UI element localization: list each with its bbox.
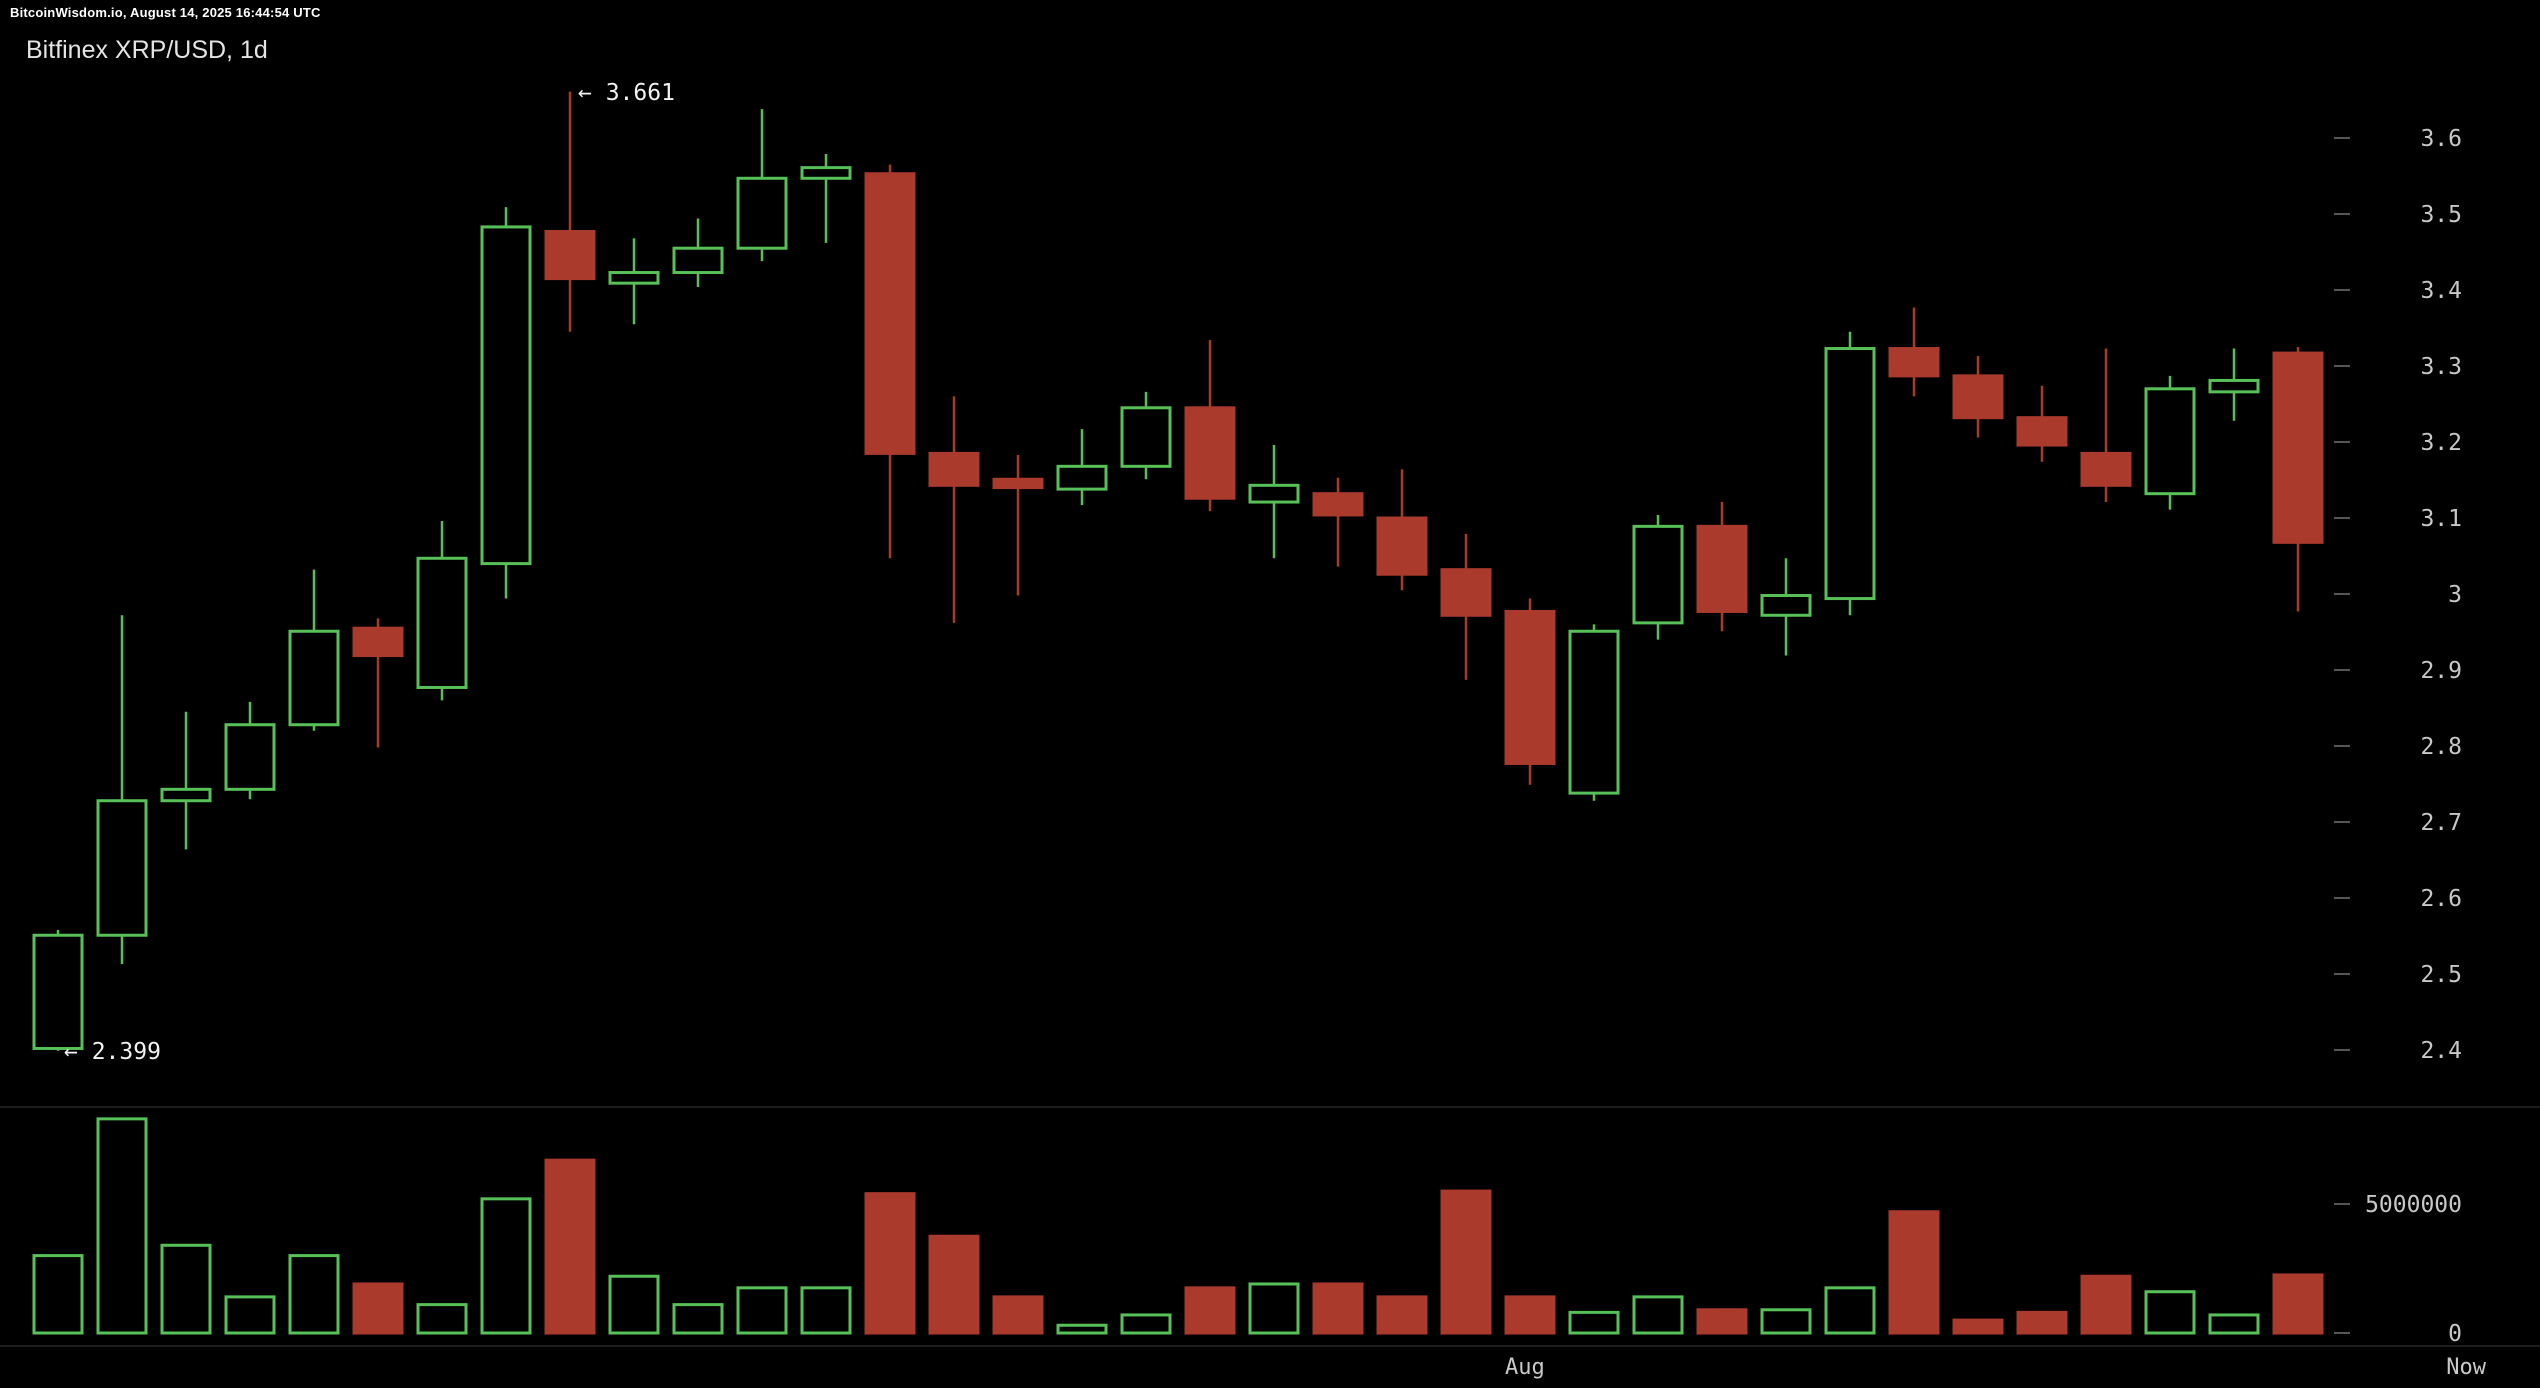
volume-bar-up xyxy=(160,1243,212,1335)
candle-body-down xyxy=(2272,351,2324,544)
candle-body-down xyxy=(1504,609,1556,765)
candle-body-down xyxy=(1376,516,1428,576)
volume-bar-down xyxy=(928,1234,980,1335)
candle-body-up xyxy=(160,787,212,803)
price-tick-label: 3.4 xyxy=(2420,278,2462,304)
candle-body-down xyxy=(2080,451,2132,487)
volume-bar-up xyxy=(1632,1295,1684,1335)
volume-panel[interactable] xyxy=(32,1117,2324,1335)
x-axis-month-label: Aug xyxy=(1505,1355,1545,1380)
volume-bar-up xyxy=(1760,1308,1812,1335)
candle-body-up xyxy=(1760,594,1812,617)
candle-body-down xyxy=(544,229,596,281)
topbar-status-text: BitcoinWisdom.io, August 14, 2025 16:44:… xyxy=(10,5,321,20)
candle-body-up xyxy=(96,799,148,937)
high-price-annotation: ← 3.661 xyxy=(578,80,675,106)
candle-body-up xyxy=(2208,378,2260,394)
candle-body-up xyxy=(800,166,852,180)
volume-bar-up xyxy=(32,1254,84,1335)
volume-tick-label: 0 xyxy=(2448,1321,2462,1347)
volume-bar-up xyxy=(800,1286,852,1335)
candle-body-up xyxy=(1120,406,1172,468)
volume-bar-up xyxy=(1824,1286,1876,1335)
candle-body-up xyxy=(1056,464,1108,491)
volume-bar-up xyxy=(736,1286,788,1335)
volume-bar-up xyxy=(608,1274,660,1335)
volume-bar-up xyxy=(480,1197,532,1335)
price-tick-label: 3.6 xyxy=(2420,126,2462,152)
volume-axis: 5000000 0 xyxy=(2334,1192,2462,1347)
candle-body-up xyxy=(224,723,276,791)
candle-body-up xyxy=(1824,347,1876,601)
candle-body-down xyxy=(1952,374,2004,420)
volume-bar-down xyxy=(1504,1295,1556,1335)
price-tick-label: 2.4 xyxy=(2420,1038,2462,1064)
price-panel[interactable] xyxy=(32,91,2324,1051)
volume-bar-up xyxy=(96,1117,148,1335)
candle-body-down xyxy=(864,172,916,455)
volume-bar-up xyxy=(416,1303,468,1335)
candle-body-up xyxy=(416,556,468,689)
volume-bar-down xyxy=(2080,1274,2132,1335)
volume-bar-up xyxy=(1120,1313,1172,1335)
volume-bar-down xyxy=(992,1295,1044,1335)
candle-body-up xyxy=(1248,483,1300,504)
candle-body-down xyxy=(2016,416,2068,447)
candle-body-down xyxy=(1696,524,1748,613)
volume-tick-label: 5000000 xyxy=(2365,1192,2462,1218)
price-tick-label: 3.5 xyxy=(2420,202,2462,228)
volume-bar-down xyxy=(1184,1286,1236,1335)
candle-body-down xyxy=(1312,492,1364,517)
candle-body-down xyxy=(352,626,404,658)
candle-body-down xyxy=(1888,347,1940,378)
candle-body-up xyxy=(1632,524,1684,625)
price-tick-label: 3 xyxy=(2448,582,2462,608)
volume-bar-down xyxy=(1696,1308,1748,1335)
candle-body-up xyxy=(608,271,660,285)
volume-bar-down xyxy=(1888,1210,1940,1335)
price-tick-label: 3.1 xyxy=(2420,506,2462,532)
price-tick-label: 2.9 xyxy=(2420,658,2462,684)
price-axis: 3.6 3.5 3.4 3.3 3.2 3.1 3 2.9 2.8 2.7 2.6 2.5 2.4 xyxy=(2334,126,2462,1064)
topbar: BitcoinWisdom.io, August 14, 2025 16:44:… xyxy=(0,0,2540,28)
price-tick-label: 2.6 xyxy=(2420,886,2462,912)
volume-bar-down xyxy=(2272,1273,2324,1335)
volume-bar-up xyxy=(1568,1310,1620,1335)
volume-bar-down xyxy=(1376,1295,1428,1335)
candle-body-up xyxy=(288,629,340,727)
volume-bar-up xyxy=(288,1254,340,1335)
candle-body-down xyxy=(1440,568,1492,617)
volume-bar-down xyxy=(352,1282,404,1335)
volume-bar-down xyxy=(544,1158,596,1335)
volume-bar-down xyxy=(864,1192,916,1335)
chart-title: Bitfinex XRP/USD, 1d xyxy=(26,36,268,64)
candle-body-up xyxy=(736,176,788,250)
candle-body-up xyxy=(2144,387,2196,496)
volume-bar-down xyxy=(1312,1282,1364,1335)
price-tick-label: 2.5 xyxy=(2420,962,2462,988)
volume-bar-up xyxy=(2208,1313,2260,1335)
x-axis-now-label: Now xyxy=(2446,1355,2486,1380)
volume-bar-down xyxy=(1952,1318,2004,1335)
volume-bar-up xyxy=(224,1295,276,1335)
candle-body-up xyxy=(480,225,532,566)
volume-bar-up xyxy=(672,1303,724,1335)
volume-bar-down xyxy=(1440,1189,1492,1335)
candle-body-up xyxy=(1568,629,1620,795)
candle-body-down xyxy=(992,477,1044,490)
volume-bar-down xyxy=(2016,1310,2068,1335)
price-tick-label: 3.2 xyxy=(2420,430,2462,456)
volume-bar-up xyxy=(1248,1282,1300,1335)
candle-body-down xyxy=(928,451,980,487)
candle-body-down xyxy=(1184,406,1236,500)
price-tick-label: 3.3 xyxy=(2420,354,2462,380)
candle-body-up xyxy=(672,246,724,275)
volume-bar-up xyxy=(2144,1290,2196,1335)
low-price-annotation: ← 2.399 xyxy=(64,1039,161,1065)
volume-bar-up xyxy=(1056,1323,1108,1335)
candle-body-up xyxy=(32,933,84,1050)
price-tick-label: 2.7 xyxy=(2420,810,2462,836)
price-tick-label: 2.8 xyxy=(2420,734,2462,760)
